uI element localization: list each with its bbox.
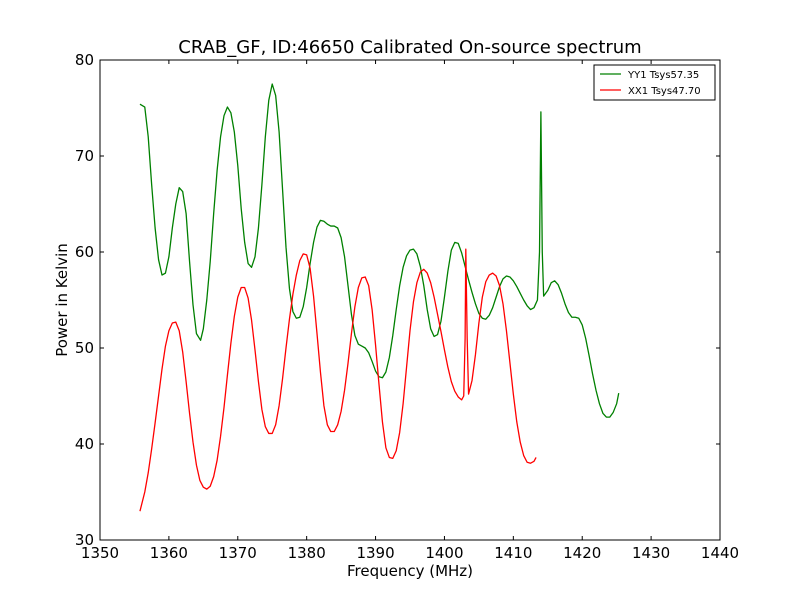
plot-frame	[99, 59, 721, 541]
y-axis-title: Power in Kelvin	[53, 243, 71, 357]
x-axis-title: Frequency (MHz)	[347, 562, 473, 580]
legend-label-yy1: YY1 Tsys57.35	[627, 70, 699, 81]
legend: YY1 Tsys57.35 XX1 Tsys47.70	[593, 64, 716, 101]
x-axis: 1350 1360 1370 1380 1390 1400 1410 1420 1430 1440	[81, 60, 739, 562]
chart-title: CRAB_GF, ID:46650 Calibrated On-source s…	[178, 37, 641, 58]
y-tick-label: 60	[75, 243, 94, 261]
plot-background	[100, 60, 720, 540]
y-tick-label: 30	[75, 531, 94, 549]
x-tick-label: 1410	[494, 544, 532, 562]
x-tick-label: 1420	[563, 544, 601, 562]
x-tick-label: 1390	[356, 544, 394, 562]
y-tick-label: 80	[75, 51, 94, 69]
x-tick-label: 1440	[701, 544, 739, 562]
series-layer	[139, 83, 620, 512]
x-tick-label: 1370	[219, 544, 257, 562]
legend-label-xx1: XX1 Tsys47.70	[628, 86, 701, 97]
legend-box	[593, 64, 716, 101]
y-tick-label: 70	[75, 147, 94, 165]
y-tick-label: 50	[75, 339, 94, 357]
x-tick-label: 1350	[81, 544, 119, 562]
series-line-yy1	[139, 83, 620, 418]
y-axis: 30 40 50 60 70 80	[75, 51, 720, 549]
y-tick-label: 40	[75, 435, 94, 453]
x-tick-label: 1400	[425, 544, 463, 562]
x-tick-label: 1380	[288, 544, 326, 562]
x-tick-label: 1360	[150, 544, 188, 562]
series-line-xx1	[139, 248, 537, 512]
plot-area	[99, 59, 721, 541]
x-tick-label: 1430	[632, 544, 670, 562]
